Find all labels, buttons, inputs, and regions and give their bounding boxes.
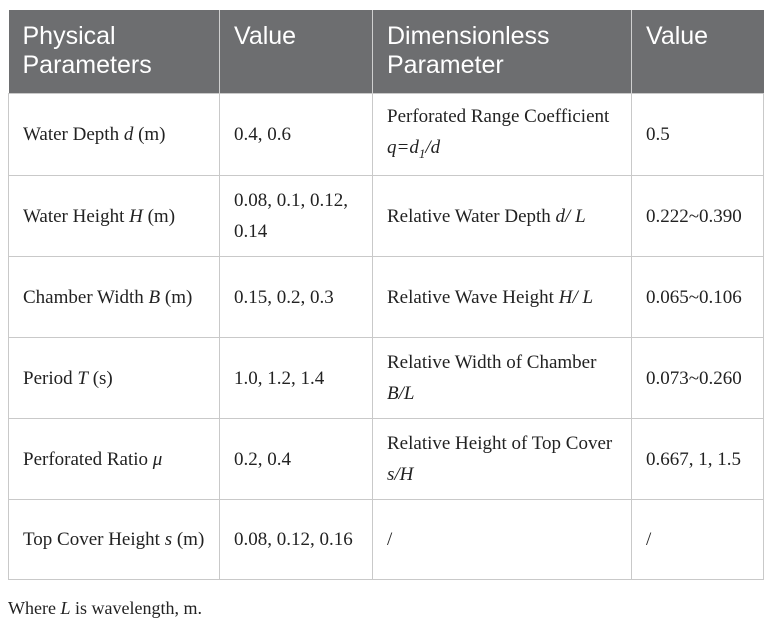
dimensionless-parameter-cell: / — [372, 499, 632, 580]
physical-value-cell: 1.0, 1.2, 1.4 — [219, 337, 373, 419]
table-body: Water Depth d (m) 0.4, 0.6 Perforated Ra… — [8, 93, 764, 580]
dimensionless-value-cell: 0.667, 1, 1.5 — [631, 418, 764, 500]
dimensionless-parameter-cell: Perforated Range Coefficient q=d1/d — [372, 93, 632, 176]
table-row: Chamber Width B (m) 0.15, 0.2, 0.3 Relat… — [8, 256, 764, 338]
physical-value-cell: 0.4, 0.6 — [219, 93, 373, 176]
dimensionless-parameter-cell: Relative Wave Height H/ L — [372, 256, 632, 338]
dimensionless-value-cell: 0.065~0.106 — [631, 256, 764, 338]
header-physical-parameters: Physical Parameters — [8, 10, 220, 94]
physical-parameter-cell: Perforated Ratio μ — [8, 418, 220, 500]
physical-value-cell: 0.08, 0.1, 0.12, 0.14 — [219, 175, 373, 257]
dimensionless-value-cell: 0.073~0.260 — [631, 337, 764, 419]
dimensionless-parameter-cell: Relative Water Depth d/ L — [372, 175, 632, 257]
header-row: Physical Parameters Value Dimensionless … — [8, 10, 764, 94]
dimensionless-value-cell: 0.222~0.390 — [631, 175, 764, 257]
physical-value-cell: 0.15, 0.2, 0.3 — [219, 256, 373, 338]
header-value: Value — [219, 10, 373, 94]
parameters-table: Physical Parameters Value Dimensionless … — [8, 10, 764, 580]
table-row: Water Depth d (m) 0.4, 0.6 Perforated Ra… — [8, 93, 764, 176]
header-dimensionless-value: Value — [631, 10, 764, 94]
dimensionless-value-cell: / — [631, 499, 764, 580]
table-footnote: Where L is wavelength, m. — [8, 598, 202, 618]
physical-value-cell: 0.08, 0.12, 0.16 — [219, 499, 373, 580]
physical-parameter-cell: Top Cover Height s (m) — [8, 499, 220, 580]
table-row: Water Height H (m) 0.08, 0.1, 0.12, 0.14… — [8, 175, 764, 257]
physical-parameter-cell: Chamber Width B (m) — [8, 256, 220, 338]
physical-value-cell: 0.2, 0.4 — [219, 418, 373, 500]
table-row: Period T (s) 1.0, 1.2, 1.4 Relative Widt… — [8, 337, 764, 419]
parameters-table-container: Physical Parameters Value Dimensionless … — [8, 10, 764, 580]
physical-parameter-cell: Period T (s) — [8, 337, 220, 419]
table-row: Top Cover Height s (m) 0.08, 0.12, 0.16 … — [8, 499, 764, 580]
physical-parameter-cell: Water Depth d (m) — [8, 93, 220, 176]
physical-parameter-cell: Water Height H (m) — [8, 175, 220, 257]
dimensionless-parameter-cell: Relative Width of Chamber B/L — [372, 337, 632, 419]
dimensionless-parameter-cell: Relative Height of Top Cover s/H — [372, 418, 632, 500]
dimensionless-value-cell: 0.5 — [631, 93, 764, 176]
table-header: Physical Parameters Value Dimensionless … — [8, 10, 764, 94]
header-dimensionless-parameter: Dimensionless Parameter — [372, 10, 632, 94]
table-row: Perforated Ratio μ 0.2, 0.4 Relative Hei… — [8, 418, 764, 500]
